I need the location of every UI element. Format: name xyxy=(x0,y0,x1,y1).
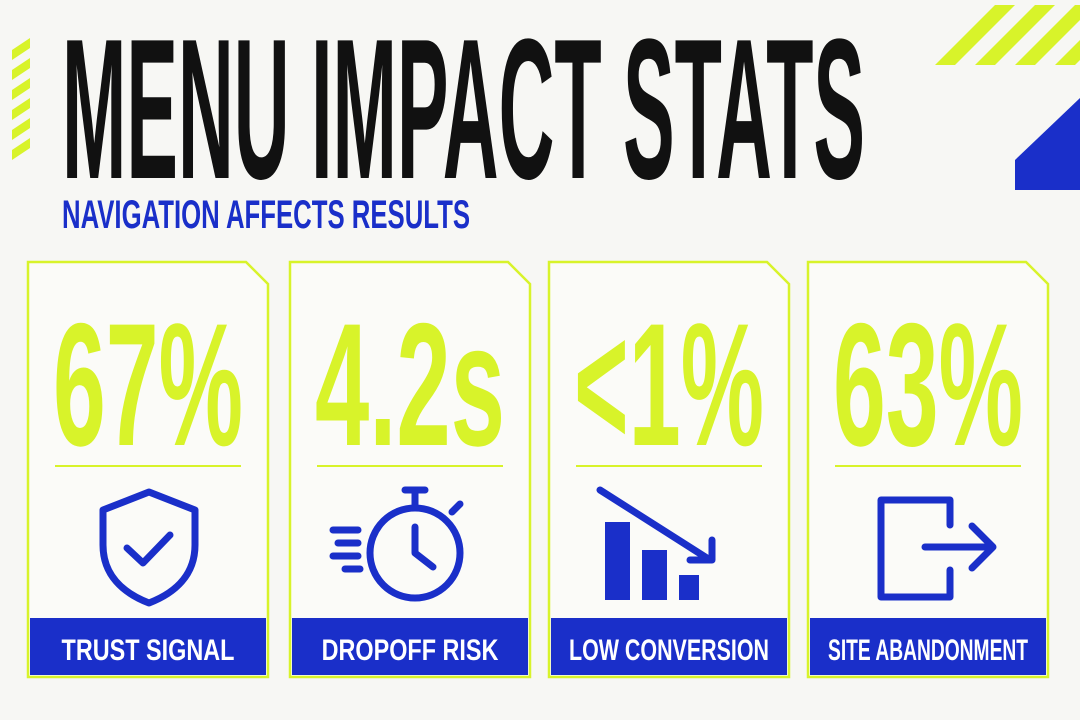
label-bar xyxy=(810,618,1046,675)
corner-triangle xyxy=(1015,98,1080,190)
stat-value: 63% xyxy=(833,288,1023,483)
card-frame xyxy=(288,260,532,679)
stat-value: <1% xyxy=(574,288,764,483)
stat-value: 4.2s xyxy=(315,288,505,483)
stat-label: LOW CONVERSION xyxy=(569,634,769,667)
stat-label: TRUST SIGNAL xyxy=(62,634,235,667)
label-bar xyxy=(292,618,528,675)
label-bar xyxy=(30,618,266,675)
subtitle: NAVIGATION AFFECTS RESULTS xyxy=(62,193,470,237)
label-bar xyxy=(551,618,787,675)
stat-label: DROPOFF RISK xyxy=(322,634,499,667)
shield-icon xyxy=(99,488,199,607)
card-frame xyxy=(26,260,270,679)
stat-label: SITE ABANDONMENT xyxy=(828,634,1028,667)
title: MENU IMPACT STATS xyxy=(62,0,865,221)
stopwatch-icon xyxy=(329,486,464,602)
exit-icon xyxy=(877,496,997,601)
corner-stripes xyxy=(935,5,1080,65)
card-frame xyxy=(806,260,1050,679)
stat-value: 67% xyxy=(53,288,243,483)
left-stripes xyxy=(12,38,30,160)
decline-chart-icon xyxy=(596,486,716,600)
